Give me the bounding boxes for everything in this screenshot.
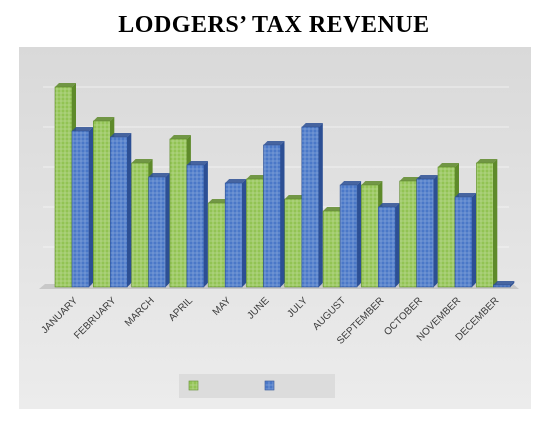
- bar-front: [339, 184, 358, 288]
- bar-front: [71, 130, 90, 288]
- bar-series-1: [475, 159, 498, 288]
- bar-front: [378, 206, 396, 288]
- bar-front: [454, 196, 473, 288]
- bar-series-2: [110, 133, 132, 288]
- bar-side: [433, 175, 438, 287]
- chart-panel: JANUARY FEBRUARY MARCH APRIL MAY JUNE JULY AUGU…: [19, 47, 531, 409]
- bar-front: [54, 86, 73, 288]
- bar-side: [472, 193, 476, 287]
- bar-series-2: [416, 175, 438, 288]
- bar-series-2: [263, 141, 285, 288]
- bar-top: [438, 163, 459, 167]
- bar-top: [55, 83, 76, 87]
- bar-front: [263, 144, 281, 288]
- bar-front: [93, 120, 111, 288]
- bar-top: [72, 127, 93, 131]
- bar-side: [510, 281, 515, 287]
- bar-front: [399, 180, 418, 288]
- bar-top: [93, 117, 115, 121]
- bar-front: [246, 178, 264, 288]
- bar-front: [148, 176, 166, 288]
- bar-series-2: [339, 181, 362, 288]
- bar-top: [169, 135, 191, 139]
- bar-side: [242, 179, 247, 287]
- bar-top: [110, 133, 132, 137]
- bar-series-2: [378, 203, 400, 288]
- legend-swatch-series-1: [188, 380, 199, 391]
- bar-series-2: [186, 161, 208, 288]
- bars: [54, 83, 515, 288]
- bar-top: [284, 195, 306, 199]
- bar-series-2: [148, 173, 170, 288]
- bar-top: [301, 123, 323, 127]
- bar-top: [225, 179, 247, 183]
- bar-series-2: [454, 193, 476, 288]
- legend-swatch-series-2: [264, 380, 275, 391]
- legend: [179, 374, 335, 398]
- bar-top: [131, 159, 153, 163]
- bar-side: [280, 141, 285, 287]
- bar-top: [148, 173, 170, 177]
- bar-series-2: [492, 281, 515, 288]
- bar-front: [110, 136, 128, 288]
- bar-side: [203, 161, 208, 287]
- bar-side: [357, 181, 362, 287]
- legend-box: [179, 374, 335, 398]
- bar-series-2: [301, 123, 323, 288]
- bar-side: [89, 127, 93, 287]
- bar-top: [340, 181, 362, 185]
- bar-top: [416, 175, 438, 179]
- chart-title: LODGERS’ TAX REVENUE: [118, 12, 430, 38]
- bar-top: [186, 161, 208, 165]
- bar-front: [169, 138, 188, 288]
- bar-front: [186, 164, 205, 288]
- bar-front: [131, 162, 149, 288]
- bar-front: [207, 202, 226, 288]
- bar-top: [399, 177, 421, 181]
- bar-series-2: [71, 127, 93, 288]
- bar-front: [301, 126, 320, 288]
- bar-front: [492, 284, 511, 288]
- bar-top: [246, 175, 268, 179]
- bar-front: [361, 184, 379, 288]
- bar-side: [395, 203, 400, 287]
- bar-top: [476, 159, 498, 163]
- bar-front: [437, 166, 456, 288]
- bar-side: [493, 159, 498, 287]
- bar-top: [263, 141, 285, 145]
- bar-front: [284, 198, 303, 288]
- bar-side: [318, 123, 323, 287]
- bar-top: [378, 203, 400, 207]
- bar-side: [127, 133, 132, 287]
- bar-front: [475, 162, 494, 288]
- bar-front: [224, 182, 243, 288]
- bar-top: [455, 193, 476, 197]
- bar-side: [165, 173, 170, 287]
- bar-series-2: [224, 179, 247, 288]
- bar-top: [493, 281, 515, 285]
- bar-front: [416, 178, 435, 288]
- bar-top: [361, 181, 383, 185]
- bar-top: [323, 207, 345, 211]
- bar-front: [322, 210, 341, 288]
- bar-top: [208, 199, 230, 203]
